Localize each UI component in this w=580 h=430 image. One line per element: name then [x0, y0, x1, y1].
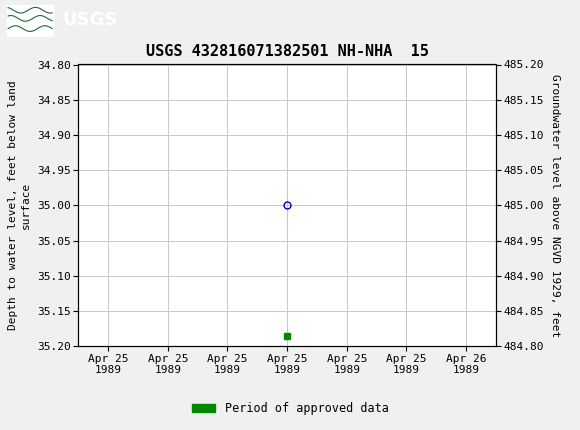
Legend: Period of approved data: Period of approved data	[187, 397, 393, 420]
Title: USGS 432816071382501 NH-NHA  15: USGS 432816071382501 NH-NHA 15	[146, 44, 429, 59]
Y-axis label: Depth to water level, feet below land
surface: Depth to water level, feet below land su…	[8, 80, 31, 330]
Bar	[7, 5, 53, 36]
Text: USGS: USGS	[62, 12, 117, 29]
Y-axis label: Groundwater level above NGVD 1929, feet: Groundwater level above NGVD 1929, feet	[550, 74, 560, 337]
